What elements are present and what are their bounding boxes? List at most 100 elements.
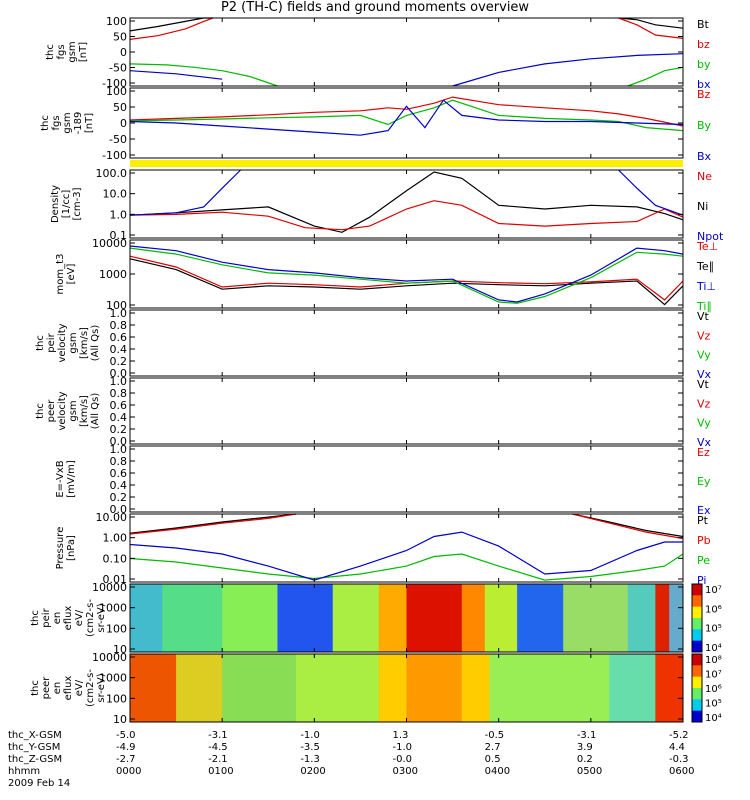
y-tick-label: 1.00	[103, 532, 128, 545]
y-tick-label: 0.8	[110, 319, 128, 332]
series-line-bx	[129, 70, 223, 80]
series-line-Pb	[129, 513, 296, 535]
y-tick-label: 100	[106, 85, 127, 98]
legend-label-By: By	[697, 119, 712, 132]
orbit-value: 3.9	[577, 742, 593, 753]
spectrogram-band	[627, 584, 656, 652]
spectrogram-band	[277, 584, 334, 652]
panel-density	[129, 169, 684, 239]
y-axis-label: [1/cc]	[61, 190, 72, 219]
legend-label-Bz: Bz	[697, 88, 711, 101]
colorbar-tick-label: 10⁵	[705, 624, 722, 635]
orbit-value: -4.9	[116, 742, 136, 753]
y-axis-label: [eV]	[66, 264, 77, 285]
y-axis-label: gsm	[68, 332, 79, 353]
y-axis-label: thc	[45, 44, 56, 60]
colorbar-segment	[692, 640, 702, 653]
colorbar-tick-label: 10⁶	[705, 604, 722, 615]
y-tick-label: 0.0	[110, 435, 128, 448]
spectrogram-band	[517, 584, 564, 652]
spectrogram-band	[669, 584, 684, 652]
y-tick-label: 10	[113, 713, 127, 726]
series-line-bx	[452, 53, 684, 87]
colorbar-frame	[691, 583, 703, 653]
colorbar-segment	[692, 688, 702, 700]
series-line-bz	[618, 17, 684, 39]
y-axis-label: (cm2-s-	[85, 599, 96, 637]
legend-label-Te⊥: Te⊥	[696, 240, 718, 253]
panel-frame	[129, 377, 684, 445]
spectrogram-band	[563, 584, 629, 652]
y-tick-label: 10	[113, 643, 127, 656]
colorbar-tick-label: 10⁸	[705, 655, 722, 666]
y-axis-label: eV/	[74, 679, 85, 696]
colorbar-segment	[692, 606, 702, 619]
y-tick-label: -50	[109, 133, 127, 146]
y-tick-label: 0.4	[110, 411, 128, 424]
colorbar-segment	[692, 665, 702, 678]
y-tick-label: 0.4	[110, 343, 128, 356]
colorbar-tick-label: 10⁶	[705, 684, 722, 695]
orbit-value: -5.0	[116, 730, 136, 741]
panel-frame	[129, 239, 684, 309]
date-label: 2009 Feb 14	[8, 778, 70, 789]
series-line-Te∥	[129, 258, 684, 306]
orbit-value: -3.5	[300, 742, 320, 753]
legend-label-Vx: Vx	[697, 436, 712, 449]
series-line-Ne	[129, 200, 684, 231]
y-axis-label: [nPa]	[66, 535, 77, 561]
spectrogram-band	[489, 654, 610, 722]
colorbar-tick-label: 10⁴	[705, 643, 722, 654]
y-tick-label: 10.0	[103, 188, 128, 201]
series-line-Bt	[618, 17, 684, 29]
legend-label-Vy: Vy	[697, 417, 711, 430]
y-tick-label: -100	[102, 149, 127, 162]
y-axis-label: peer	[41, 676, 52, 700]
series-line-Pe	[129, 553, 684, 581]
panel-ispec	[129, 583, 703, 653]
time-tick-label: 0200	[300, 766, 325, 777]
panel-frame	[129, 445, 684, 513]
legend-label-Ti⊥: Ti⊥	[696, 280, 716, 293]
y-axis-label: thc	[35, 335, 46, 351]
legend-label-Vz: Vz	[697, 329, 711, 342]
spectrogram-band	[130, 654, 177, 722]
y-tick-label: 100	[106, 299, 127, 312]
orbit-value: 1.3	[393, 730, 409, 741]
panel-pressure	[129, 513, 684, 583]
colorbar-segment	[692, 629, 702, 642]
spectrogram-band	[222, 654, 297, 722]
y-tick-label: 0.6	[110, 331, 128, 344]
panel-vi	[129, 309, 684, 377]
spectrogram-band	[332, 584, 380, 652]
series-line-Bz	[129, 96, 684, 127]
orbit-row-label: thc_Y-GSM	[8, 742, 60, 753]
y-tick-label: 1.0	[110, 307, 128, 320]
y-axis-label: fgs	[51, 115, 62, 130]
y-axis-label: gsm	[62, 112, 73, 133]
spectrogram-band	[162, 584, 223, 652]
y-tick-label: 0.2	[110, 491, 128, 504]
orbit-value: -3.1	[208, 730, 228, 741]
y-tick-label: 1.0	[110, 375, 128, 388]
y-axis-label: mom_t3	[55, 254, 66, 295]
spectrogram-band	[655, 584, 670, 652]
orbit-value: -2.1	[208, 754, 228, 765]
panel-fgs2	[129, 87, 684, 159]
legend-label-bx: bx	[697, 78, 711, 91]
y-axis-label: E=-VxB	[55, 460, 66, 497]
panel-temp	[129, 239, 684, 309]
time-tick-label: 0600	[669, 766, 694, 777]
legend-label-Vt: Vt	[697, 378, 710, 391]
orbit-value: -2.7	[116, 754, 136, 765]
y-tick-label: 0.8	[110, 455, 128, 468]
y-tick-label: 0.6	[110, 399, 128, 412]
y-axis-label: [km/s]	[79, 395, 90, 427]
y-axis-label: peer	[46, 399, 57, 423]
orbit-value: -5.2	[669, 730, 689, 741]
y-axis-label: (All Qs)	[90, 325, 101, 362]
orbit-value: -1.0	[300, 730, 320, 741]
spectrogram-band	[461, 584, 486, 652]
time-tick-label: 0300	[393, 766, 418, 777]
